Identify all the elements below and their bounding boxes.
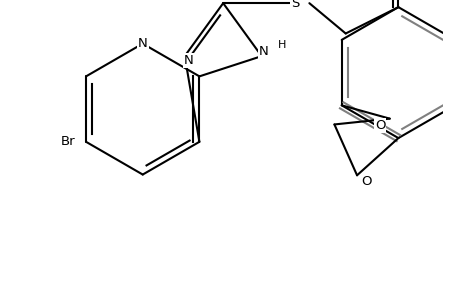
- Text: H: H: [278, 40, 286, 50]
- Text: S: S: [291, 0, 299, 10]
- Text: N: N: [138, 37, 147, 50]
- Text: Br: Br: [61, 135, 75, 148]
- Text: O: O: [374, 119, 385, 132]
- Text: O: O: [361, 175, 371, 188]
- Text: N: N: [184, 54, 194, 67]
- Text: N: N: [258, 45, 268, 58]
